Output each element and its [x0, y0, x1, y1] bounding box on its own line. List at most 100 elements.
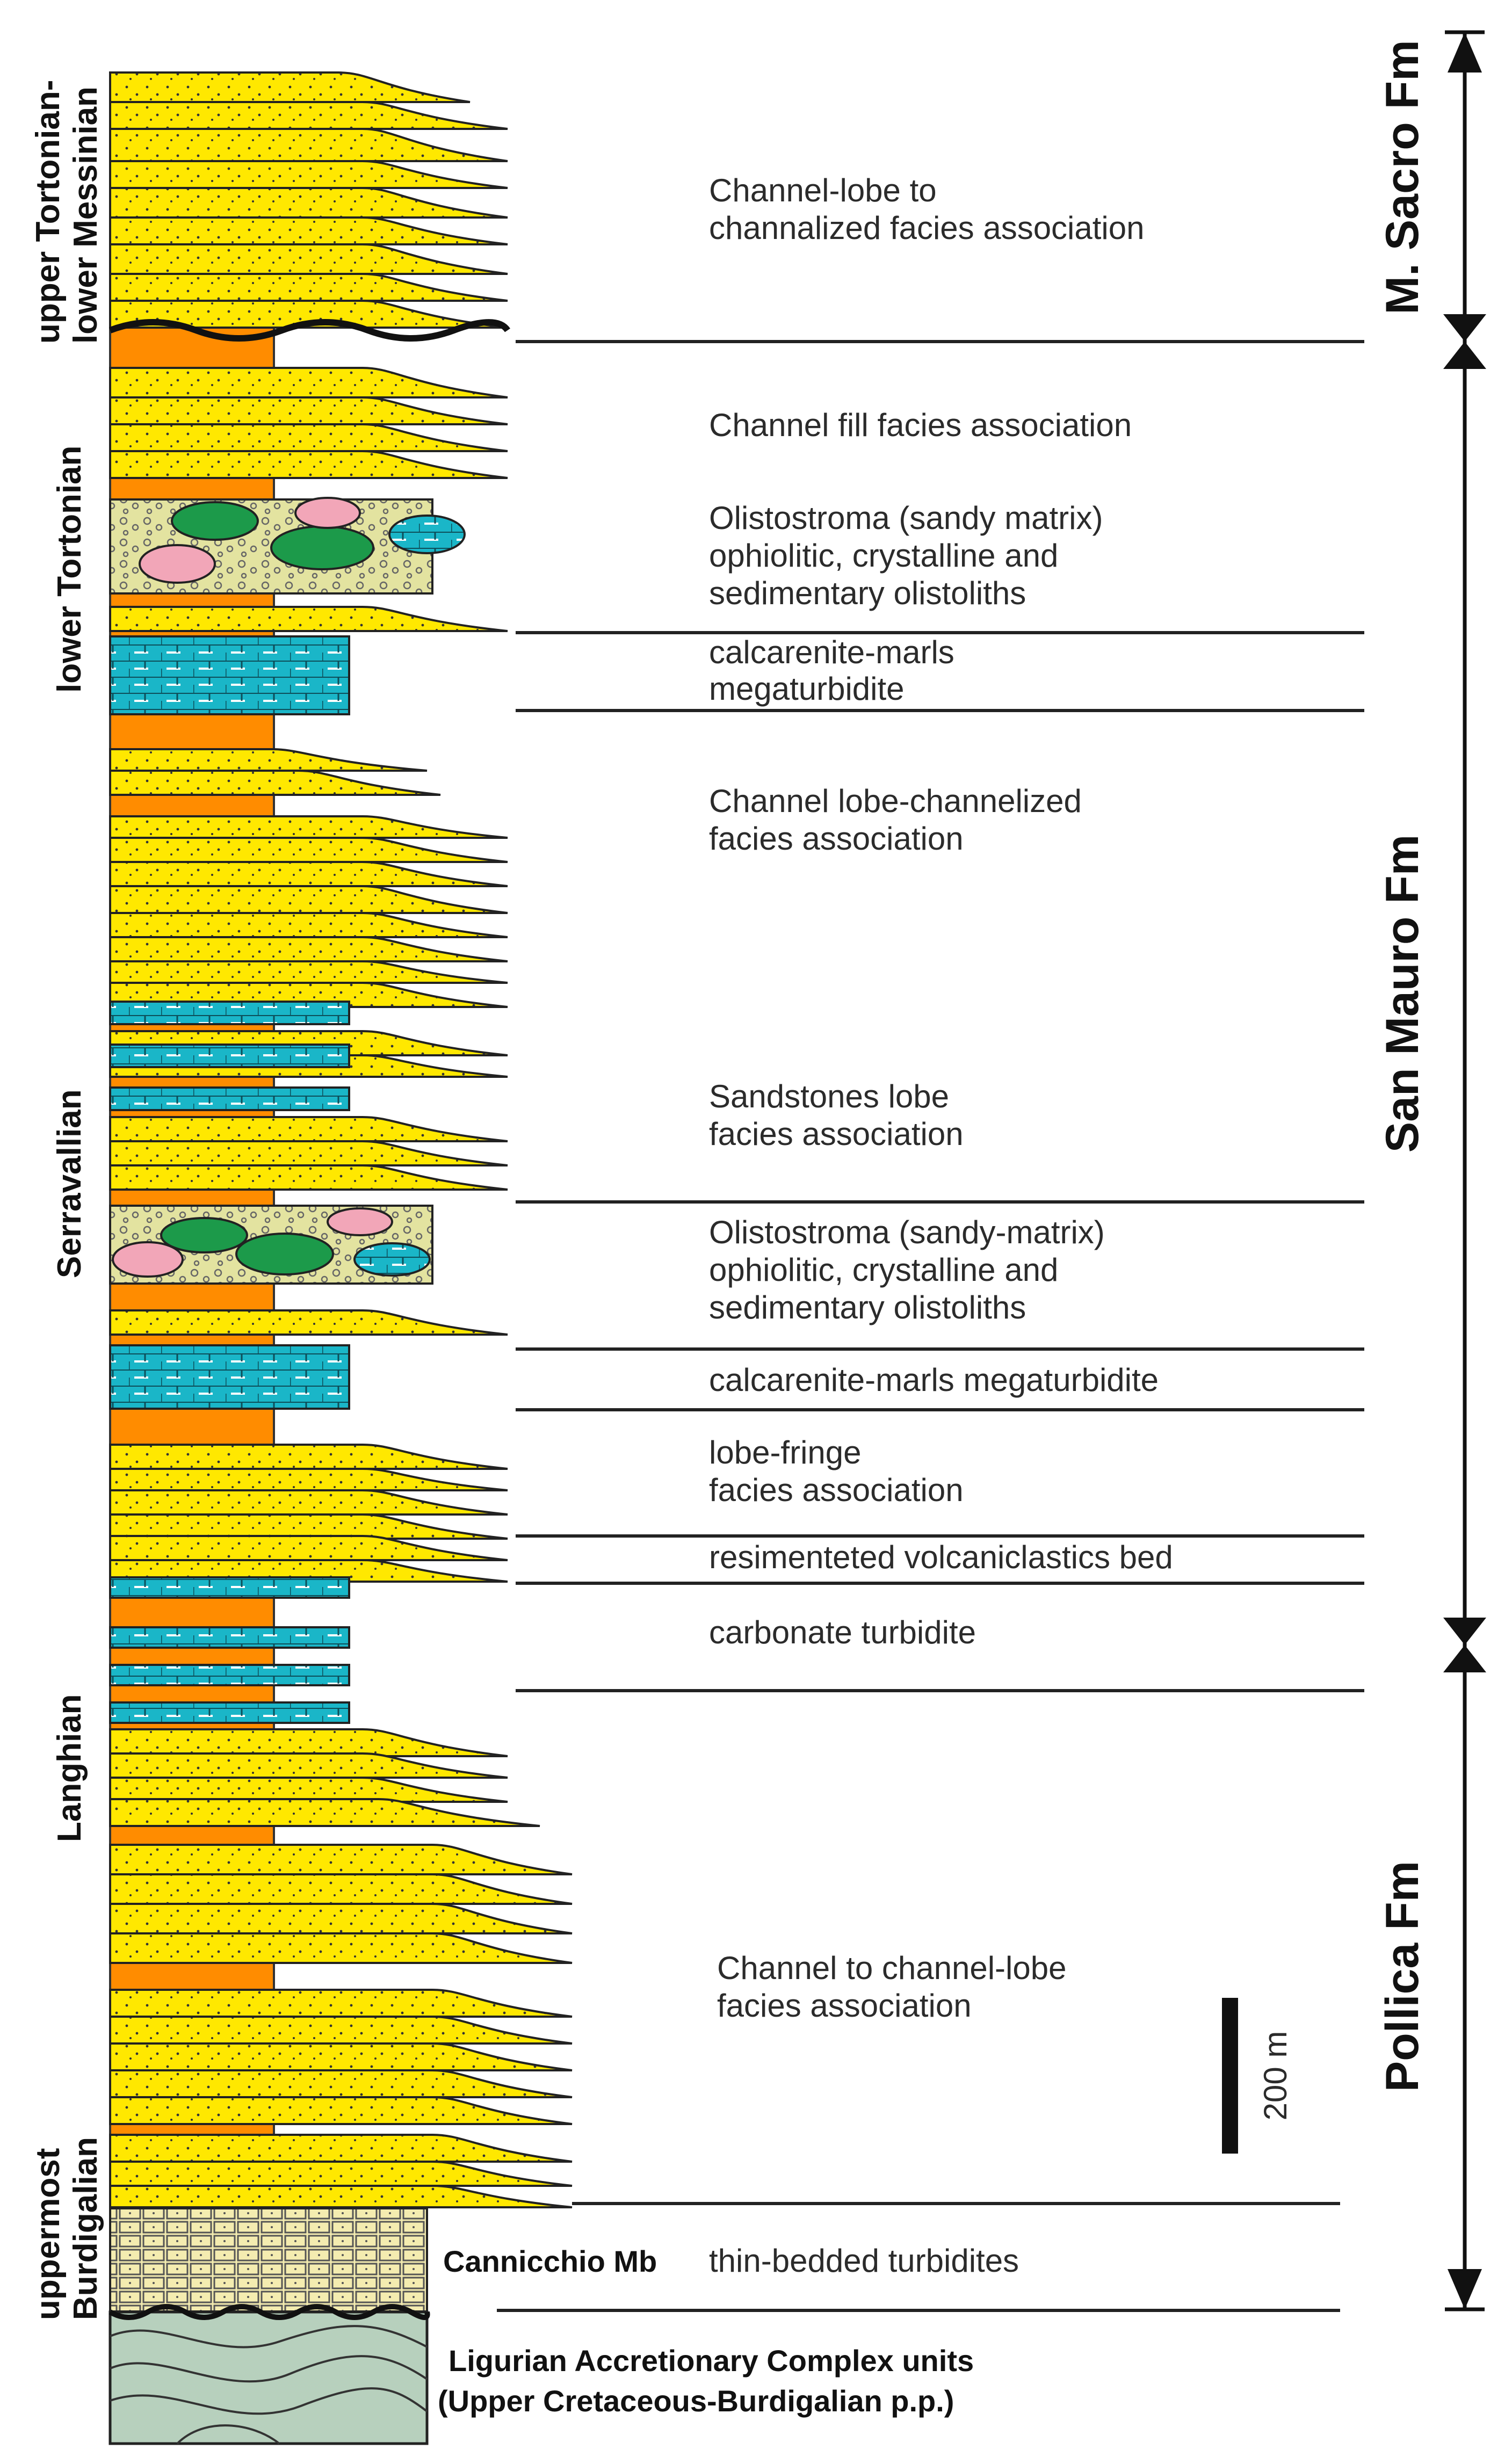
- fold-line: [176, 2424, 280, 2445]
- sandstone-bed: [109, 187, 508, 219]
- sandstone-bed: [109, 912, 508, 938]
- facies-channel-to-channel-lobe-l1: Channel to channel-lobe: [717, 1950, 1066, 1986]
- ophiolite-block: [160, 1217, 248, 1253]
- facies-thin-bedded-turbidites: thin-bedded turbidites: [709, 2243, 1019, 2279]
- facies-calcarenite1-l2: megaturbidite: [709, 671, 905, 707]
- sandstone-bed: [109, 243, 508, 275]
- sandstone-bed: [109, 216, 508, 245]
- sandstone-bed: [109, 1932, 573, 1964]
- facies-boundaries: [497, 340, 1364, 2312]
- sandstone-bed: [109, 2185, 573, 2208]
- sandstone-bed: [109, 2096, 573, 2125]
- calcarenite-bed: [109, 1626, 350, 1649]
- scale-bar-label: 200 m: [1257, 2031, 1293, 2121]
- basement-label-l1: Ligurian Accretionary Complex units: [448, 2344, 974, 2378]
- formation-pollica: Pollica Fm: [1377, 1861, 1428, 2092]
- stage-upper-tortonian-line1: upper Tortonian-: [30, 80, 67, 344]
- calcarenite-bed: [109, 1701, 350, 1724]
- formation-m-sacro: M. Sacro Fm: [1377, 40, 1428, 314]
- sandstone-bed: [109, 1873, 573, 1905]
- stage-upper-tortonian-line2: lower Messinian: [67, 86, 104, 344]
- crystalline-block: [327, 1207, 393, 1236]
- fold-line: [110, 2387, 428, 2415]
- ophiolite-block: [235, 1233, 334, 1276]
- facies-olistostroma1-l1: Olistostroma (sandy matrix): [709, 500, 1103, 536]
- stage-burdigalian: Burdigalian: [67, 2137, 104, 2320]
- lithologic-column: [108, 71, 573, 2445]
- sandstone-bed: [109, 2042, 573, 2071]
- sandstone-bed: [109, 815, 508, 839]
- facies-olistostroma2-l1: Olistostroma (sandy-matrix): [709, 1214, 1105, 1250]
- facies-olistostroma2-l2: ophiolitic, crystalline and: [709, 1252, 1058, 1288]
- scale-bar-rect: [1222, 1998, 1238, 2154]
- crystalline-block: [112, 1241, 184, 1278]
- sandstone-bed: [109, 273, 508, 302]
- facies-cannicchio-mb: Cannicchio Mb: [443, 2244, 657, 2278]
- sandstone-bed: [109, 960, 508, 984]
- crystalline-block: [139, 544, 216, 584]
- facies-channel-lobe-channelized-l1: Channel lobe-channelized: [709, 783, 1082, 819]
- sandstone-bed: [109, 1164, 508, 1191]
- sandstone-bed: [109, 1752, 508, 1779]
- stage-labels: upper Tortonian- lower Messinian lower T…: [30, 80, 104, 2320]
- sandstone-bed: [109, 861, 508, 887]
- formation-san-mauro: San Mauro Fm: [1377, 835, 1428, 1153]
- sandstone-bed: [109, 1444, 508, 1470]
- boundary-marker-upper: [1443, 314, 1486, 342]
- ophiolite-block: [270, 525, 374, 570]
- facies-carbonate-turbidite: carbonate turbidite: [709, 1614, 976, 1650]
- sandstone-bed: [109, 837, 508, 863]
- formation-axis: M. Sacro Fm San Mauro Fm Pollica Fm: [1377, 30, 1486, 2311]
- facies-channel-to-channel-lobe-l2: facies association: [717, 1988, 972, 2024]
- sandstone-bed: [109, 1728, 508, 1757]
- sandstone-bed: [109, 1309, 508, 1336]
- facies-olistostroma1-l2: ophiolitic, crystalline and: [709, 538, 1058, 574]
- facies-lobe-fringe-l1: lobe-fringe: [709, 1434, 862, 1470]
- unconformity-surface: [108, 2304, 430, 2320]
- sandstone-bed: [109, 2134, 573, 2163]
- erosional-surface: [108, 319, 510, 342]
- arrow-down-icon: [1448, 2269, 1482, 2309]
- sandstone-bed: [109, 1513, 508, 1540]
- crystalline-block: [294, 497, 361, 529]
- facies-channel-fill: Channel fill facies association: [709, 407, 1132, 443]
- calcarenite-bed: [109, 1001, 350, 1025]
- sandstone-bed: [109, 2161, 573, 2187]
- calcarenite-bed: [109, 1664, 350, 1686]
- sandstone-bed: [109, 101, 508, 130]
- sandstone-bed: [109, 128, 508, 162]
- sandstone-bed: [109, 885, 508, 914]
- facies-labels: Channel-lobe to channalized facies assoc…: [438, 172, 1173, 2418]
- calcarenite-bed: [109, 635, 350, 715]
- fold-line: [110, 2355, 428, 2383]
- sandstone-bed: [109, 770, 441, 796]
- boundary-marker-upper: [1443, 1618, 1486, 1645]
- sandstone-bed: [109, 936, 508, 962]
- sandstone-bed: [109, 1844, 573, 1875]
- basement-label-l2: (Upper Cretaceous-Burdigalian p.p.): [438, 2384, 954, 2418]
- sandstone-bed: [109, 1777, 508, 1803]
- facies-channel-lobe-to-channalized-l2: channalized facies association: [709, 210, 1145, 246]
- facies-olistostroma2-l3: sedimentary olistoliths: [709, 1289, 1026, 1325]
- sandstone-bed: [109, 1468, 508, 1491]
- ophiolite-block: [171, 501, 259, 541]
- sandstone-bed: [109, 1140, 508, 1166]
- stage-uppermost: uppermost: [30, 2148, 67, 2320]
- facies-olistostroma1-l3: sedimentary olistoliths: [709, 575, 1026, 611]
- facies-channel-lobe-channelized-l2: facies association: [709, 821, 964, 857]
- sandstone-bed: [109, 160, 508, 189]
- facies-calcarenite1-l1: calcarenite-marls: [709, 634, 954, 670]
- sandstone-bed: [109, 1989, 573, 2018]
- sandstone-bed: [109, 396, 508, 425]
- scale-bar: 200 m: [1222, 1998, 1293, 2154]
- calcareous-block: [388, 514, 466, 554]
- facies-channel-lobe-to-channalized-l1: Channel-lobe to: [709, 172, 937, 208]
- boundary-marker-lower: [1443, 1645, 1486, 1672]
- sandstone-bed: [109, 1535, 508, 1561]
- sandstone-bed: [109, 2069, 573, 2098]
- sandstone-bed: [109, 71, 471, 103]
- facies-volcaniclastics: resimenteted volcaniclastics bed: [709, 1539, 1173, 1575]
- calcarenite-bed: [109, 1043, 350, 1068]
- fold-line: [110, 2325, 428, 2349]
- cannicchio-member: [109, 2207, 428, 2313]
